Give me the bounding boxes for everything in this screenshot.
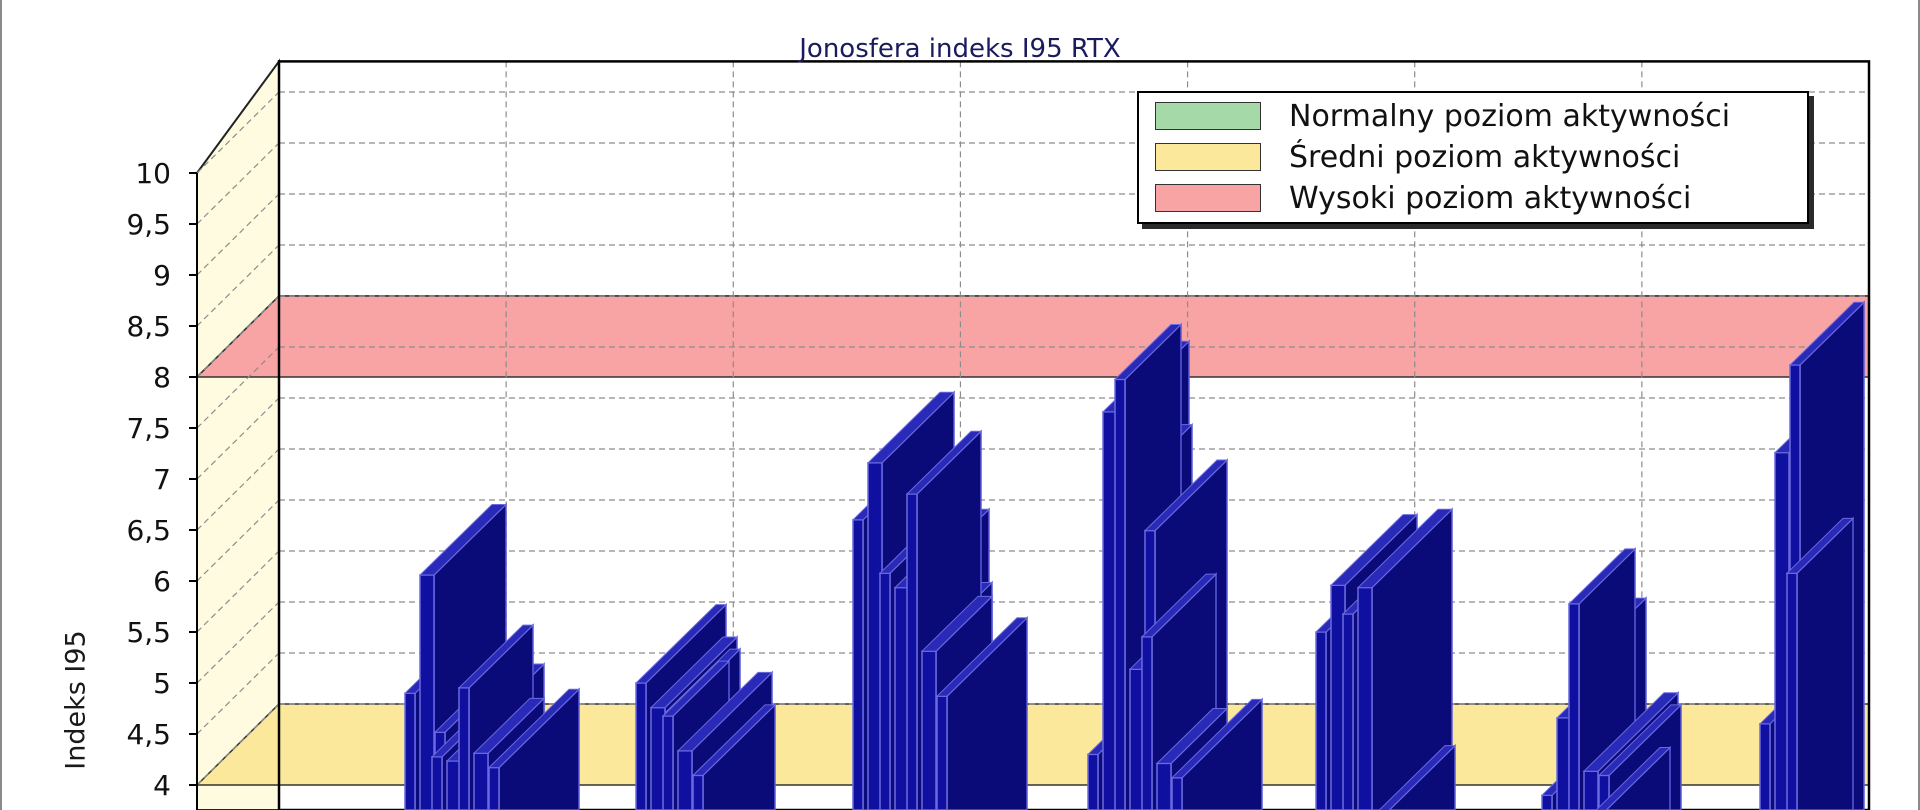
bar	[692, 774, 704, 810]
bar	[905, 430, 983, 495]
bar	[487, 688, 581, 769]
bar	[488, 766, 500, 810]
bar	[1171, 777, 1183, 810]
y-tick-label: 8,5	[126, 310, 171, 343]
bar	[1143, 459, 1229, 532]
bar	[1568, 603, 1580, 810]
y-tick-label: 6,5	[126, 514, 171, 547]
bar	[1315, 631, 1327, 810]
legend-swatch-normal	[1155, 102, 1261, 130]
bar	[1155, 708, 1229, 764]
legend-swatch-high	[1155, 184, 1261, 212]
legend-item-medium: Średni poziom aktywności	[1155, 137, 1680, 177]
y-tick-label: 5,5	[126, 616, 171, 649]
bar	[676, 671, 774, 752]
bar	[1788, 301, 1866, 366]
bar	[661, 660, 731, 717]
bar	[1329, 514, 1419, 586]
y-tick-label: 4	[153, 769, 171, 802]
bar	[404, 692, 416, 810]
y-tick-label: 9,5	[126, 208, 171, 241]
bar	[935, 617, 1029, 697]
bar	[1356, 508, 1454, 589]
high-activity-band	[195, 295, 1870, 378]
y-tick-label: 4,5	[126, 718, 171, 751]
bar	[691, 704, 777, 776]
legend-swatch-medium	[1155, 143, 1261, 171]
bar	[936, 695, 948, 810]
bar	[635, 682, 647, 810]
legend: Normalny poziom aktywności Średni poziom…	[1137, 91, 1809, 224]
bar	[1087, 753, 1099, 810]
legend-label-medium: Średni poziom aktywności	[1289, 139, 1681, 175]
y-tick-label: 9	[153, 259, 171, 292]
bar	[662, 715, 674, 810]
legend-item-high: Wysoki poziom aktywności	[1155, 178, 1691, 218]
window-frame-right	[1918, 0, 1920, 810]
bar	[634, 604, 728, 684]
bar	[418, 503, 508, 576]
y-tick-label: 5	[153, 667, 171, 700]
window-frame-left	[0, 0, 2, 810]
y-tick-label: 7,5	[126, 412, 171, 445]
bar	[472, 697, 546, 754]
bar	[1114, 378, 1126, 810]
bar	[920, 595, 994, 652]
bar	[473, 752, 489, 810]
bar	[1597, 704, 1683, 776]
bar	[906, 493, 918, 810]
bar	[1170, 698, 1264, 779]
bar	[458, 687, 470, 810]
y-tick-label: 6	[153, 565, 171, 598]
bar	[1357, 586, 1373, 810]
bar	[1378, 745, 1457, 810]
bar	[866, 391, 956, 464]
bar	[1595, 746, 1672, 810]
bar	[1759, 723, 1771, 810]
bar	[431, 756, 443, 810]
bar	[879, 572, 891, 810]
legend-label-normal: Normalny poziom aktywności	[1289, 98, 1731, 134]
legend-label-high: Wysoki poziom aktywności	[1289, 180, 1692, 216]
bar	[1113, 324, 1183, 380]
bar	[1583, 770, 1599, 810]
plot-side-wall	[196, 58, 280, 810]
bar	[1342, 613, 1354, 810]
bar	[852, 519, 864, 810]
bar	[1541, 794, 1553, 810]
bar	[1785, 517, 1855, 574]
y-tick-label: 8	[153, 361, 171, 394]
y-tick-label: 10	[135, 157, 171, 190]
bar	[1156, 762, 1172, 810]
bar	[921, 650, 937, 810]
bar	[649, 636, 739, 709]
bar	[457, 624, 535, 689]
legend-item-normal: Normalny poziom aktywności	[1155, 96, 1730, 136]
bar	[677, 750, 693, 810]
y-tick-label: 7	[153, 463, 171, 496]
bar	[1141, 636, 1153, 810]
bar	[1140, 573, 1218, 638]
y-axis-label: Indeks I95	[60, 630, 92, 770]
chart-title: Jonosfera indeks I95 RTX	[799, 34, 1121, 64]
bar	[1582, 692, 1680, 772]
bar	[1567, 548, 1637, 605]
bar	[1786, 572, 1798, 810]
